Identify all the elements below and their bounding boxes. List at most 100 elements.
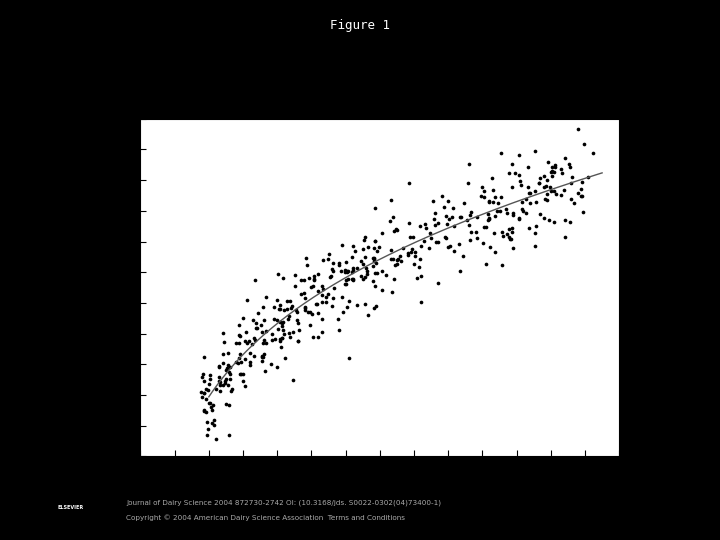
Point <box>350 247 361 255</box>
Point <box>369 304 380 313</box>
Point <box>432 279 444 287</box>
Point <box>522 183 534 192</box>
Point <box>377 229 388 238</box>
Point <box>247 316 258 325</box>
Point <box>458 199 469 207</box>
Point <box>300 253 311 262</box>
Point <box>213 377 225 386</box>
Point <box>278 306 289 314</box>
Point <box>217 350 229 359</box>
Point <box>508 211 519 219</box>
Point <box>340 279 351 288</box>
Point <box>343 354 355 362</box>
Point <box>277 326 289 335</box>
Point <box>472 213 483 221</box>
Point <box>335 267 346 275</box>
Point <box>418 237 430 245</box>
Point <box>323 249 335 258</box>
Point <box>524 199 536 207</box>
Point <box>233 354 245 362</box>
Point <box>361 267 373 275</box>
Point <box>415 298 427 306</box>
Point <box>237 369 248 378</box>
Point <box>333 261 344 269</box>
Point <box>555 191 567 199</box>
Point <box>200 395 212 404</box>
Point <box>220 366 232 374</box>
Point <box>233 339 245 347</box>
Point <box>308 274 320 283</box>
Point <box>256 352 268 361</box>
Point <box>197 370 209 379</box>
Point <box>402 248 414 257</box>
Point <box>487 186 498 194</box>
Point <box>234 370 246 379</box>
Point <box>316 291 328 300</box>
Point <box>198 353 210 361</box>
Point <box>339 280 351 289</box>
Point <box>329 284 341 292</box>
Point <box>275 342 287 351</box>
Point <box>204 370 216 379</box>
Point <box>333 314 344 323</box>
Point <box>534 179 545 187</box>
Point <box>498 232 509 241</box>
Point <box>423 244 435 252</box>
Point <box>369 237 381 245</box>
Point <box>369 237 381 245</box>
Point <box>283 312 294 320</box>
Point <box>235 369 247 378</box>
Point <box>303 274 315 282</box>
Point <box>341 258 352 266</box>
Point <box>203 380 215 388</box>
Point <box>226 384 238 393</box>
Point <box>347 275 359 284</box>
Point <box>409 260 420 269</box>
Point <box>420 219 431 228</box>
Point <box>478 187 490 195</box>
Point <box>218 338 230 346</box>
Point <box>225 369 236 378</box>
Point <box>247 340 258 348</box>
Point <box>327 267 338 275</box>
Point <box>424 228 436 237</box>
Point <box>405 233 416 241</box>
Point <box>269 315 280 323</box>
Point <box>482 215 493 224</box>
Point <box>367 262 379 271</box>
Point <box>276 318 288 327</box>
Point <box>239 355 251 363</box>
Point <box>543 215 554 224</box>
Point <box>207 401 219 409</box>
Point <box>333 258 345 267</box>
Point <box>339 268 351 276</box>
Point <box>276 334 287 342</box>
Point <box>471 227 482 236</box>
Point <box>323 254 334 263</box>
Text: Copyright © 2004 American Dairy Science Association  Terms and Conditions: Copyright © 2004 American Dairy Science … <box>126 514 405 521</box>
Point <box>298 276 310 285</box>
Point <box>368 276 379 285</box>
Point <box>198 377 210 386</box>
Point <box>346 267 358 276</box>
Point <box>513 214 525 222</box>
Point <box>342 267 354 275</box>
Point <box>198 406 210 414</box>
Point <box>198 389 210 397</box>
Point <box>407 233 418 241</box>
Point <box>575 185 586 194</box>
X-axis label: Age, mo: Age, mo <box>345 477 415 492</box>
Point <box>402 251 413 259</box>
Point <box>284 333 296 342</box>
Point <box>289 281 301 290</box>
Point <box>215 378 226 387</box>
Point <box>287 327 299 336</box>
Point <box>214 387 225 395</box>
Point <box>222 380 233 389</box>
Point <box>224 363 235 372</box>
Point <box>317 281 328 290</box>
Point <box>372 246 383 255</box>
Point <box>308 275 320 284</box>
Point <box>380 271 392 279</box>
Point <box>284 328 295 337</box>
